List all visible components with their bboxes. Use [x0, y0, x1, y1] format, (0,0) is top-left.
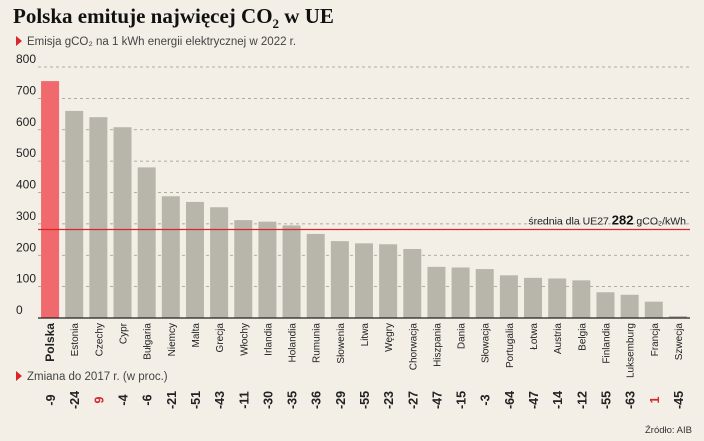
bar	[403, 248, 422, 318]
category-label: Chorwacja	[408, 323, 419, 371]
marker-icon	[16, 36, 22, 46]
category-label: Portugalia	[505, 323, 516, 368]
category-label: Łotwa	[529, 323, 540, 350]
bar	[89, 117, 108, 318]
bar	[427, 266, 446, 318]
y-tick-label: 300	[16, 209, 36, 223]
change-value: -27	[406, 391, 420, 409]
bar	[620, 294, 639, 318]
category-label: Malta	[191, 323, 202, 348]
bar	[65, 110, 84, 318]
category-label: Polska	[43, 323, 57, 362]
bar	[572, 280, 591, 318]
change-value: -14	[551, 391, 565, 409]
category-label: Bułgaria	[143, 323, 154, 360]
change-value: -63	[624, 391, 638, 409]
change-value: -23	[382, 391, 396, 409]
bar	[596, 292, 615, 318]
change-value: -11	[237, 391, 251, 408]
category-label: Francja	[650, 323, 661, 357]
category-label: Słowenia	[336, 323, 347, 364]
bar	[113, 127, 132, 319]
bar	[306, 233, 325, 318]
bar	[210, 207, 229, 318]
category-label: Austria	[553, 323, 564, 355]
category-label: Finlandia	[601, 323, 612, 364]
bar	[668, 316, 687, 318]
change-value: -29	[334, 391, 348, 409]
y-tick-label: 700	[16, 83, 36, 97]
y-tick-label: 500	[16, 146, 36, 160]
category-label: Czechy	[94, 323, 105, 356]
category-label: Dania	[457, 323, 468, 350]
change-value: -4	[117, 394, 131, 405]
change-value: -64	[503, 391, 517, 409]
category-label: Holandia	[288, 323, 299, 363]
bar	[161, 196, 180, 318]
change-value: 9	[92, 396, 106, 403]
source-note: Źródło: AIB	[645, 425, 692, 436]
change-value: -47	[527, 391, 541, 409]
category-label: Włochy	[239, 323, 250, 356]
y-tick-label: 400	[16, 178, 36, 192]
change-value: -47	[430, 391, 444, 409]
change-value: -45	[672, 391, 686, 409]
y-tick-label: 800	[16, 52, 36, 66]
change-value: -12	[575, 391, 589, 409]
bar	[548, 278, 567, 318]
category-label: Belgia	[577, 323, 588, 351]
change-value: -15	[455, 391, 469, 409]
change-value: -24	[68, 391, 82, 409]
change-value: -43	[213, 391, 227, 409]
bar	[524, 277, 543, 318]
bar	[41, 81, 60, 319]
marker-icon	[16, 371, 22, 381]
change-value: -9	[44, 394, 58, 405]
bar	[258, 221, 277, 318]
change-value: -6	[141, 394, 155, 405]
change-value: -30	[261, 391, 275, 409]
category-label: Luksemburg	[626, 323, 637, 378]
category-label: Estonia	[70, 323, 81, 357]
bar	[355, 243, 373, 318]
bar	[234, 220, 253, 318]
y-tick-label: 200	[16, 240, 36, 254]
bar	[379, 244, 398, 318]
y-tick-label: 0	[16, 303, 23, 317]
category-label: Niemcy	[167, 323, 178, 356]
category-label: Hiszpania	[432, 323, 443, 367]
bar	[644, 301, 663, 318]
change-value: -35	[286, 391, 300, 409]
bar	[451, 267, 470, 318]
y-tick-label: 100	[16, 272, 36, 286]
bar	[499, 275, 518, 318]
category-label: Grecja	[215, 323, 226, 353]
change-value: -51	[189, 391, 203, 409]
bar	[475, 269, 494, 318]
category-label: Słowacja	[481, 323, 492, 363]
change-value: -55	[599, 391, 613, 409]
category-label: Cypr	[119, 322, 130, 344]
change-value: 1	[648, 396, 662, 403]
category-label: Litwa	[360, 323, 371, 347]
category-label: Szwecja	[674, 323, 685, 361]
bar	[330, 241, 349, 318]
change-value: -21	[165, 391, 179, 409]
y-tick-label: 600	[16, 115, 36, 129]
change-value: -55	[358, 391, 372, 409]
category-label: Węgry	[384, 323, 395, 352]
change-value: -36	[310, 391, 324, 409]
change-section-label: Zmiana do 2017 r. (w proc.)	[16, 371, 168, 383]
bar	[185, 201, 204, 318]
bar	[282, 225, 301, 318]
category-label: Rumunia	[312, 323, 323, 363]
change-value: -3	[479, 394, 493, 405]
average-label: średnia dla UE27 282 gCO₂/kWh	[528, 213, 686, 228]
chart-title: Polska emituje najwięcej CO2 w UE	[13, 4, 334, 32]
bar	[137, 167, 156, 318]
category-label: Irlandia	[263, 323, 274, 356]
chart-subtitle: Emisja gCO₂ na 1 kWh energii elektryczne…	[16, 36, 296, 48]
